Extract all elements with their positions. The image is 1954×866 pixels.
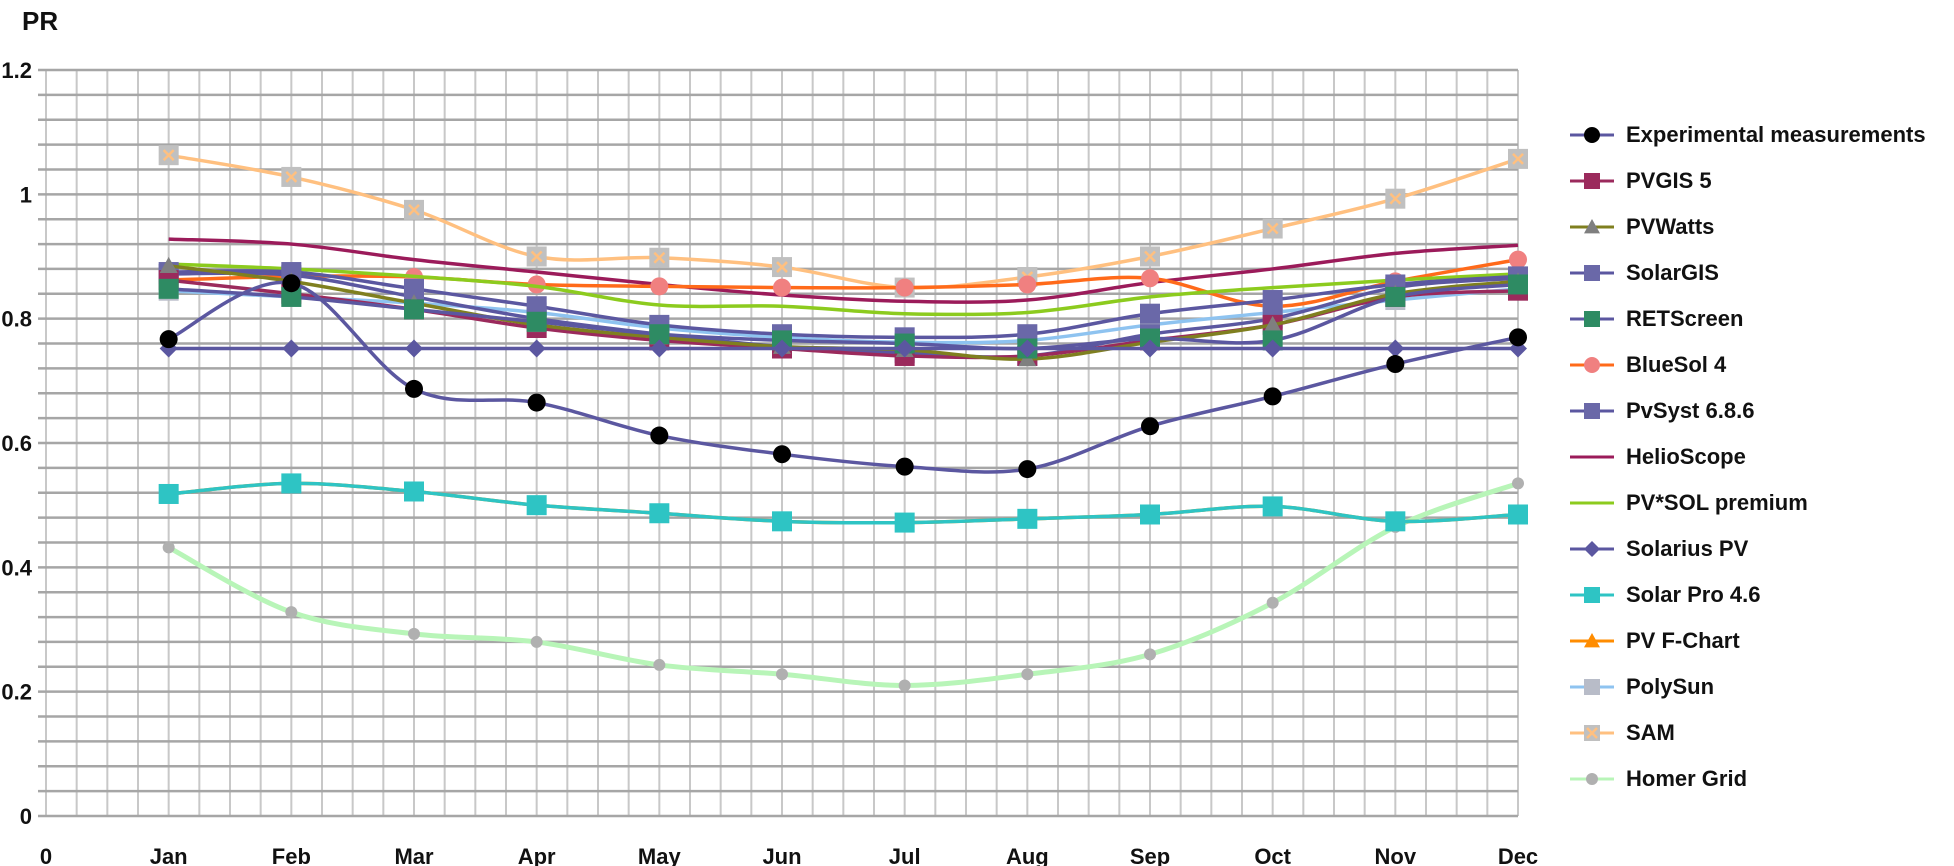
legend-swatch-icon [1570,265,1614,281]
chart-grid [38,68,1519,818]
legend-item: PV F-Chart [1570,618,1926,664]
legend-label: PVGIS 5 [1626,168,1712,193]
svg-text:0: 0 [40,844,52,866]
legend-item: HelioScope [1570,434,1926,480]
legend-label: RETScreen [1626,306,1744,331]
legend-label: Solar Pro 4.6 [1626,582,1761,607]
legend-label: SAM [1626,720,1675,745]
legend-swatch-icon [1570,403,1614,419]
svg-text:Feb: Feb [272,844,311,866]
svg-text:Nov: Nov [1375,844,1417,866]
series-pv-sol-premium [168,262,1519,317]
legend-item: SAM [1570,710,1926,756]
series-helioscope [168,237,1519,304]
legend-swatch-icon [1570,725,1614,741]
legend-item: PVWatts [1570,204,1926,250]
svg-text:Jul: Jul [889,844,921,866]
legend-label: Experimental measurements [1626,122,1926,147]
legend-swatch-icon [1570,501,1614,505]
legend-swatch-icon [1570,173,1614,189]
svg-text:0.2: 0.2 [1,680,32,705]
legend-item: PV*SOL premium [1570,480,1926,526]
legend-swatch-icon [1570,773,1614,785]
svg-text:Jan: Jan [150,844,188,866]
svg-text:May: May [638,844,682,866]
legend-swatch-icon [1570,127,1614,143]
legend-item: BlueSol 4 [1570,342,1926,388]
svg-text:0.4: 0.4 [1,555,32,580]
legend-item: PolySun [1570,664,1926,710]
legend-item: Solar Pro 4.6 [1570,572,1926,618]
svg-text:Aug: Aug [1006,844,1049,866]
legend-swatch-icon [1570,311,1614,327]
legend-item: RETScreen [1570,296,1926,342]
legend-swatch-icon [1570,219,1614,234]
legend-label: HelioScope [1626,444,1746,469]
legend-label: PvSyst 6.8.6 [1626,398,1755,423]
svg-text:1.2: 1.2 [1,58,32,83]
y-axis-title: PR [22,6,59,36]
legend-item: Homer Grid [1570,756,1926,802]
svg-text:0.8: 0.8 [1,307,32,332]
legend-item: SolarGIS [1570,250,1926,296]
legend-item: Solarius PV [1570,526,1926,572]
legend-label: PolySun [1626,674,1715,699]
legend-swatch-icon [1570,541,1614,557]
svg-text:Jun: Jun [762,844,801,866]
series-experimental-measurements [159,274,1527,479]
svg-text:Oct: Oct [1254,844,1291,866]
chart-legend: Experimental measurements PVGIS 5 PVWatts S… [1570,112,1926,802]
legend-label: Solarius PV [1626,536,1749,561]
legend-label: PV F-Chart [1626,628,1740,653]
legend-swatch-icon [1570,679,1614,695]
svg-text:Dec: Dec [1498,844,1538,866]
legend-swatch-icon [1570,587,1614,603]
legend-label: SolarGIS [1626,260,1719,285]
chart-axes: 0 0.2 0.4 0.6 0.8 1 1.2 0 Jan Feb Mar Apr May Jun Jul A… [1,58,1538,866]
chart-series [158,145,1528,692]
legend-label: PVWatts [1626,214,1715,239]
svg-text:Mar: Mar [394,844,434,866]
series-solarius-pv [159,339,1527,358]
svg-text:0.6: 0.6 [1,431,32,456]
legend-label: PV*SOL premium [1626,490,1808,515]
legend-swatch-icon [1570,357,1614,373]
svg-text:Sep: Sep [1130,844,1170,866]
legend-swatch-icon [1570,455,1614,459]
series-solar-pro-4-6 [158,473,1528,533]
legend-swatch-icon [1570,633,1614,648]
svg-text:Apr: Apr [518,844,556,866]
legend-item: Experimental measurements [1570,112,1926,158]
svg-text:0: 0 [20,804,32,829]
legend-item: PVGIS 5 [1570,158,1926,204]
legend-item: PvSyst 6.8.6 [1570,388,1926,434]
legend-label: BlueSol 4 [1626,352,1727,377]
series-retscreen [158,274,1528,359]
svg-text:1: 1 [20,182,32,207]
legend-label: Homer Grid [1626,766,1748,791]
